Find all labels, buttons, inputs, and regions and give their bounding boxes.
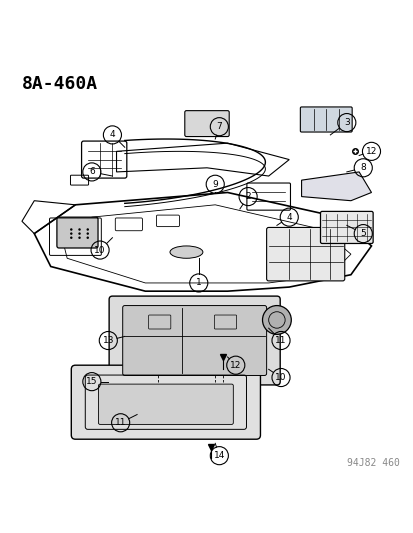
Text: 3: 3 xyxy=(343,118,349,127)
Text: 11: 11 xyxy=(275,336,286,345)
FancyBboxPatch shape xyxy=(299,107,351,132)
Text: 13: 13 xyxy=(102,336,114,345)
Circle shape xyxy=(78,228,81,231)
Text: 10: 10 xyxy=(94,246,106,255)
Polygon shape xyxy=(301,172,370,201)
Text: 15: 15 xyxy=(86,377,97,386)
Text: 10: 10 xyxy=(275,373,286,382)
Text: 7: 7 xyxy=(216,122,222,131)
FancyBboxPatch shape xyxy=(98,384,233,424)
Circle shape xyxy=(70,237,72,239)
Circle shape xyxy=(78,237,81,239)
Text: 5: 5 xyxy=(360,229,365,238)
FancyBboxPatch shape xyxy=(184,111,229,136)
FancyBboxPatch shape xyxy=(71,365,260,439)
Text: 12: 12 xyxy=(365,147,376,156)
Text: 1: 1 xyxy=(195,278,201,287)
Circle shape xyxy=(86,232,89,235)
Text: 4: 4 xyxy=(109,131,115,140)
Text: 8A-460A: 8A-460A xyxy=(22,75,98,93)
FancyBboxPatch shape xyxy=(122,305,266,375)
FancyBboxPatch shape xyxy=(266,228,344,281)
Text: 8: 8 xyxy=(360,163,365,172)
Circle shape xyxy=(86,237,89,239)
Text: 4: 4 xyxy=(286,213,291,222)
FancyBboxPatch shape xyxy=(57,217,98,248)
Text: 14: 14 xyxy=(213,451,225,460)
Text: 11: 11 xyxy=(115,418,126,427)
Text: 6: 6 xyxy=(89,167,95,176)
Circle shape xyxy=(70,232,72,235)
Text: 9: 9 xyxy=(212,180,218,189)
FancyBboxPatch shape xyxy=(320,212,372,244)
Text: 94J82 460: 94J82 460 xyxy=(347,458,399,468)
Text: 12: 12 xyxy=(230,361,241,370)
Circle shape xyxy=(262,305,291,334)
FancyBboxPatch shape xyxy=(109,296,280,385)
Text: 2: 2 xyxy=(245,192,250,201)
Ellipse shape xyxy=(170,246,202,259)
Circle shape xyxy=(78,232,81,235)
Circle shape xyxy=(70,228,72,231)
Circle shape xyxy=(86,228,89,231)
